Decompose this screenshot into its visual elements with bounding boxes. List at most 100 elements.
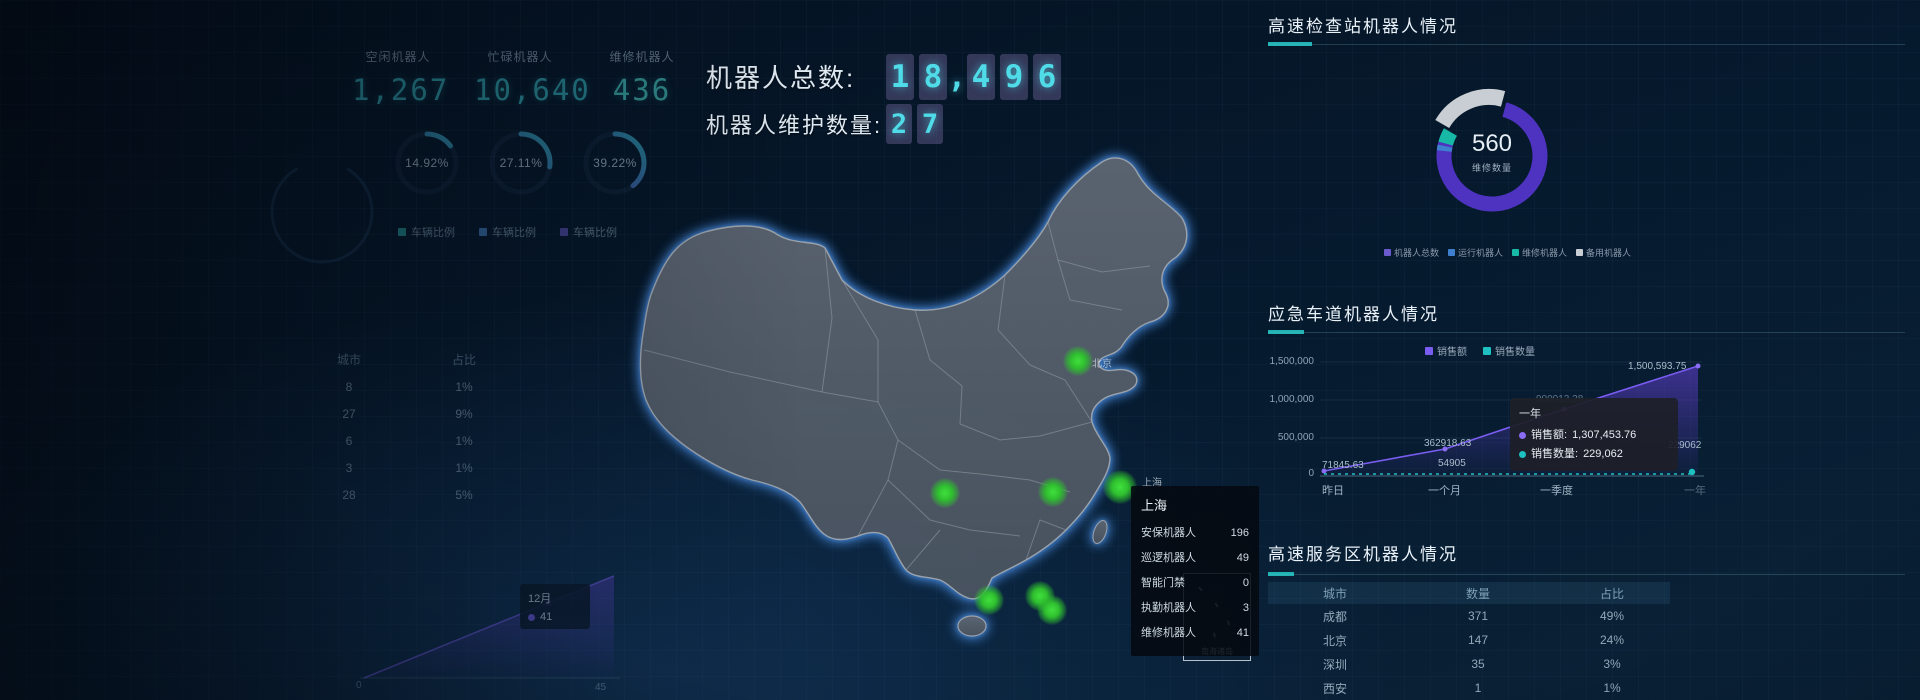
gauge-3[interactable]: 39.22% [576, 124, 654, 202]
row-name: 销售额: [1531, 429, 1568, 441]
row-value: 196 [1230, 527, 1249, 539]
map-dot-beijing[interactable] [1063, 346, 1093, 376]
kpi-total-label: 机器人总数: [706, 63, 856, 93]
emergency-legend: 销售额 销售数量 [1425, 343, 1535, 358]
cell-pct: 1% [455, 379, 473, 394]
tooltip-title: 上海 [1141, 498, 1168, 513]
row-value: 41 [1236, 627, 1249, 639]
digit: 6 [1033, 54, 1061, 100]
legend-swatch [560, 228, 568, 236]
digit: 8 [919, 54, 947, 100]
cell-pct: 49% [1599, 609, 1625, 623]
table-row[interactable]: 深圳 35 3% [1268, 652, 1670, 676]
gauge-legend: 车辆比例 车辆比例 车辆比例 [398, 224, 617, 240]
x-tick: 昨日 [1322, 485, 1344, 497]
tooltip-value: 41 [540, 611, 553, 623]
gauges-row[interactable]: 14.92% 27.11% 39.22% [388, 124, 654, 202]
donut-chart[interactable] [1414, 78, 1570, 234]
point-label: 362918.63 [1424, 438, 1472, 449]
left-area-chart[interactable]: 12月 41 0 45 [352, 556, 627, 696]
row-name: 安保机器人 [1141, 527, 1196, 539]
row-name: 维修机器人 [1141, 627, 1196, 639]
digit: 2 [886, 104, 912, 144]
digit: 4 [967, 54, 995, 100]
legend-label: 备用机器人 [1586, 248, 1632, 258]
map-dot-chengdu[interactable] [930, 478, 960, 508]
legend-swatch [1425, 346, 1433, 355]
cell-pct: 1% [455, 460, 473, 475]
tooltip-row: 销售数量: 229,062 [1519, 445, 1669, 464]
title-accent-bar [1268, 42, 1312, 46]
legend-item[interactable]: 维修机器人 [1512, 246, 1567, 259]
cell-count: 147 [1467, 633, 1489, 647]
cell-num: 6 [345, 433, 353, 448]
row-name: 销售数量: [1531, 448, 1579, 460]
stat-busy-robots: 忙碌机器人 10,640 [474, 48, 589, 107]
kpi-maintenance-label: 机器人维护数量: [706, 113, 883, 138]
hainan-island [957, 615, 987, 637]
emergency-chart-tooltip: 一年 销售额: 1,307,453.76 销售数量: 229,062 [1510, 398, 1678, 471]
series-dot [528, 613, 535, 621]
panel-checkpoint-title: 高速检查站机器人情况 [1268, 17, 1458, 36]
axis-zero: 0 [356, 680, 362, 691]
row-value: 229,062 [1583, 448, 1623, 460]
legend-item[interactable]: 机器人总数 [1384, 246, 1439, 259]
table-row: 3 1% [294, 454, 524, 481]
map-dot-changsha[interactable] [1038, 477, 1068, 507]
cell-pct: 5% [455, 487, 473, 502]
row-value: 49 [1236, 552, 1249, 564]
y-tick: 1,000,000 [1269, 394, 1315, 405]
row-name: 巡逻机器人 [1141, 552, 1196, 564]
table-header-row: 城市 占比 [294, 346, 524, 373]
large-faint-gauge [270, 160, 374, 264]
legend-item[interactable]: 车辆比例 [479, 224, 536, 240]
map-dot-nanning[interactable] [974, 585, 1004, 615]
x-tick: 一季度 [1540, 485, 1573, 497]
legend-item[interactable]: 运行机器人 [1448, 246, 1503, 259]
cell-count: 371 [1467, 609, 1489, 623]
col-header: 占比 [451, 353, 476, 367]
map-label-beijing: 北京 [1092, 359, 1112, 370]
axis-value: 45 [595, 682, 607, 693]
legend-item[interactable]: 车辆比例 [560, 224, 617, 240]
legend-item[interactable]: 销售额 [1425, 343, 1467, 358]
row-name: 执勤机器人 [1141, 602, 1196, 614]
donut-value: 560 [1471, 130, 1513, 157]
col-header-pct: 占比 [1599, 586, 1624, 601]
title-underline [1268, 574, 1905, 575]
legend-label: 车辆比例 [573, 227, 617, 239]
row-name: 智能门禁 [1141, 577, 1185, 589]
legend-swatch [1576, 249, 1584, 256]
digit: 9 [1000, 54, 1028, 100]
stat-label: 忙碌机器人 [487, 50, 553, 64]
cell-city: 深圳 [1322, 657, 1347, 672]
digit: 1 [886, 54, 914, 100]
tooltip-row: 智能门禁 0 [1141, 571, 1249, 596]
table-row[interactable]: 西安 1 1% [1268, 676, 1670, 700]
left-stats-row: 空闲机器人 1,267 忙碌机器人 10,640 维修机器人 436 [352, 48, 688, 107]
tooltip-row: 销售额: 1,307,453.76 [1519, 426, 1669, 445]
legend-swatch [1384, 249, 1391, 256]
gauge-1[interactable]: 14.92% [388, 124, 466, 202]
table-row[interactable]: 北京 147 24% [1268, 628, 1670, 652]
kpi-maintenance-digits: 2 7 [886, 104, 943, 144]
point-label: 229062 [1668, 440, 1702, 451]
cell-pct: 3% [1603, 657, 1621, 671]
y-tick: 0 [1308, 468, 1314, 479]
cell-num: 3 [345, 460, 353, 475]
gauge-2[interactable]: 27.11% [482, 124, 560, 202]
map-dot-shenzhen[interactable] [1037, 595, 1067, 625]
cell-city: 北京 [1322, 633, 1347, 648]
legend-item[interactable]: 车辆比例 [398, 224, 455, 240]
y-tick: 500,000 [1277, 432, 1314, 443]
cell-pct: 1% [1603, 681, 1621, 695]
table-row: 8 1% [294, 373, 524, 400]
legend-item[interactable]: 备用机器人 [1576, 246, 1631, 259]
table-row[interactable]: 成都 371 49% [1268, 604, 1670, 628]
cell-count: 1 [1474, 681, 1482, 695]
legend-item[interactable]: 销售数量 [1483, 343, 1535, 358]
series-dot [1519, 451, 1526, 458]
legend-label: 车辆比例 [411, 227, 455, 239]
kpi-total-digits: 1 8 , 4 9 6 [886, 54, 1061, 100]
